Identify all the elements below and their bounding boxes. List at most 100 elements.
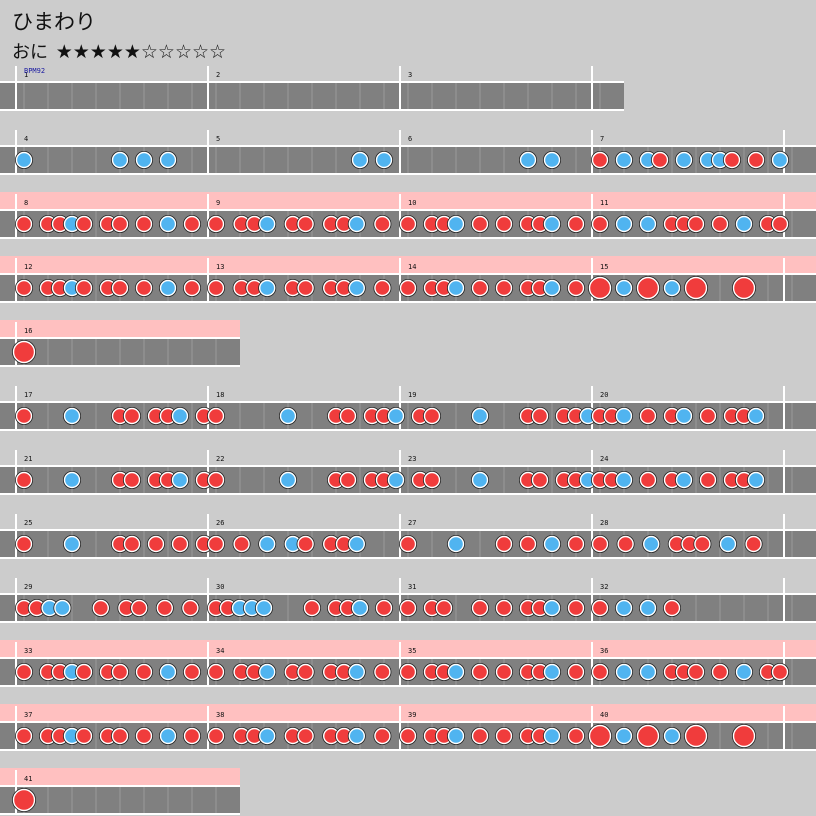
ka-note — [447, 535, 465, 553]
don-note — [135, 215, 153, 233]
measure-number: 7 — [600, 135, 604, 143]
ka-note — [159, 151, 177, 169]
don-note — [15, 471, 33, 489]
don-note — [207, 407, 225, 425]
don-note — [75, 279, 93, 297]
don-note — [663, 599, 681, 617]
ka-note — [159, 663, 177, 681]
measure-number: 37 — [24, 711, 32, 719]
don-note — [495, 599, 513, 617]
measure-number: 24 — [600, 455, 608, 463]
don-note — [495, 279, 513, 297]
bpm-label: BPM92 — [24, 67, 45, 75]
measure-number: 34 — [216, 647, 224, 655]
ka-note — [63, 407, 81, 425]
don-note — [297, 535, 314, 553]
ka-note — [519, 151, 537, 169]
don-note — [123, 471, 141, 489]
ka-note — [63, 535, 81, 553]
don-note — [111, 663, 129, 681]
ka-note — [615, 663, 633, 681]
don-note — [207, 663, 225, 681]
difficulty-label: おに — [12, 42, 48, 63]
ka-note — [735, 215, 753, 233]
big-don-note — [636, 724, 660, 748]
measure-number: 8 — [24, 199, 28, 207]
don-note — [183, 215, 201, 233]
measure-number: 9 — [216, 199, 220, 207]
don-note — [15, 663, 33, 681]
ka-note — [639, 663, 657, 681]
measure-number: 6 — [408, 135, 412, 143]
ka-note — [351, 151, 369, 169]
don-note — [183, 663, 201, 681]
ka-note — [675, 407, 693, 425]
ka-note — [348, 727, 365, 745]
measure-number: 17 — [24, 391, 32, 399]
measure-number: 25 — [24, 519, 32, 527]
measure-number: 35 — [408, 647, 416, 655]
don-note — [207, 727, 225, 745]
ka-note — [747, 407, 765, 425]
don-note — [147, 535, 165, 553]
measure-number: 39 — [408, 711, 416, 719]
ka-note — [387, 407, 405, 425]
don-note — [699, 471, 717, 489]
don-note — [423, 407, 441, 425]
don-note — [771, 663, 789, 681]
don-note — [111, 727, 129, 745]
ka-note — [259, 727, 276, 745]
don-note — [519, 535, 537, 553]
don-note — [15, 215, 33, 233]
measure-number: 27 — [408, 519, 416, 527]
measure-number: 15 — [600, 263, 608, 271]
don-note — [92, 599, 110, 617]
don-note — [694, 535, 711, 553]
don-note — [723, 151, 741, 169]
don-note — [339, 407, 357, 425]
measure-number: 20 — [600, 391, 608, 399]
gogo-band — [0, 192, 816, 210]
ka-note — [279, 471, 297, 489]
ka-note — [387, 471, 405, 489]
ka-note — [663, 279, 681, 297]
don-note — [495, 663, 513, 681]
measure-number: 33 — [24, 647, 32, 655]
don-note — [531, 471, 549, 489]
ka-note — [135, 151, 153, 169]
don-note — [15, 535, 33, 553]
big-don-note — [12, 788, 36, 812]
don-note — [207, 215, 225, 233]
don-note — [495, 727, 513, 745]
ka-note — [735, 663, 753, 681]
ka-note — [348, 215, 365, 233]
don-note — [687, 663, 705, 681]
don-note — [75, 215, 93, 233]
don-note — [495, 535, 513, 553]
don-note — [591, 599, 609, 617]
ka-note — [447, 663, 465, 681]
ka-note — [771, 151, 789, 169]
don-note — [399, 727, 417, 745]
ka-note — [348, 663, 365, 681]
don-note — [699, 407, 717, 425]
ka-note — [54, 599, 71, 617]
don-note — [156, 599, 174, 617]
measure-number: 14 — [408, 263, 416, 271]
gogo-band — [0, 768, 240, 786]
measure-number: 16 — [24, 327, 32, 335]
ka-note — [615, 599, 633, 617]
don-note — [567, 727, 585, 745]
ka-note — [447, 727, 465, 745]
don-note — [183, 727, 201, 745]
don-note — [75, 663, 93, 681]
ka-note — [351, 599, 369, 617]
big-don-note — [636, 276, 660, 300]
ka-note — [615, 215, 633, 233]
ka-note — [675, 151, 693, 169]
ka-note — [259, 279, 276, 297]
ka-note — [543, 663, 561, 681]
ka-note — [471, 407, 489, 425]
don-note — [639, 471, 657, 489]
